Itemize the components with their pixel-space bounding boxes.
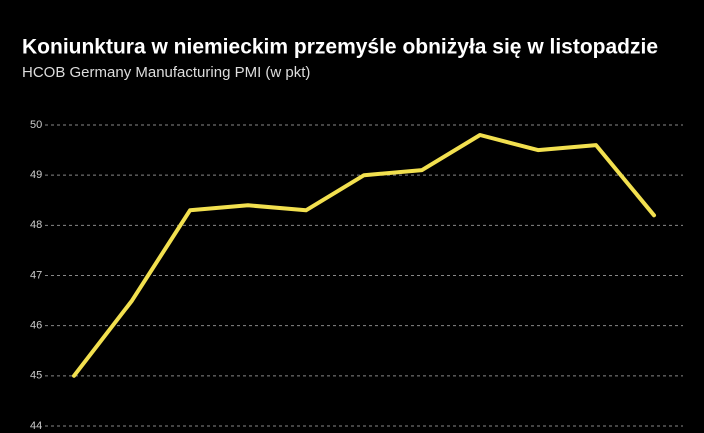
- chart-title: Koniunktura w niemieckim przemyśle obniż…: [22, 36, 658, 59]
- y-tick-label: 46: [30, 320, 42, 332]
- y-tick-label: 49: [30, 169, 42, 181]
- data-line: [72, 133, 656, 378]
- chart-subtitle: HCOB Germany Manufacturing PMI (w pkt): [22, 64, 310, 81]
- y-tick-label: 45: [30, 370, 42, 382]
- y-tick-label: 50: [30, 119, 42, 131]
- y-tick-label: 44: [30, 420, 42, 432]
- y-tick-label: 48: [30, 219, 42, 231]
- y-tick-label: 47: [30, 269, 42, 281]
